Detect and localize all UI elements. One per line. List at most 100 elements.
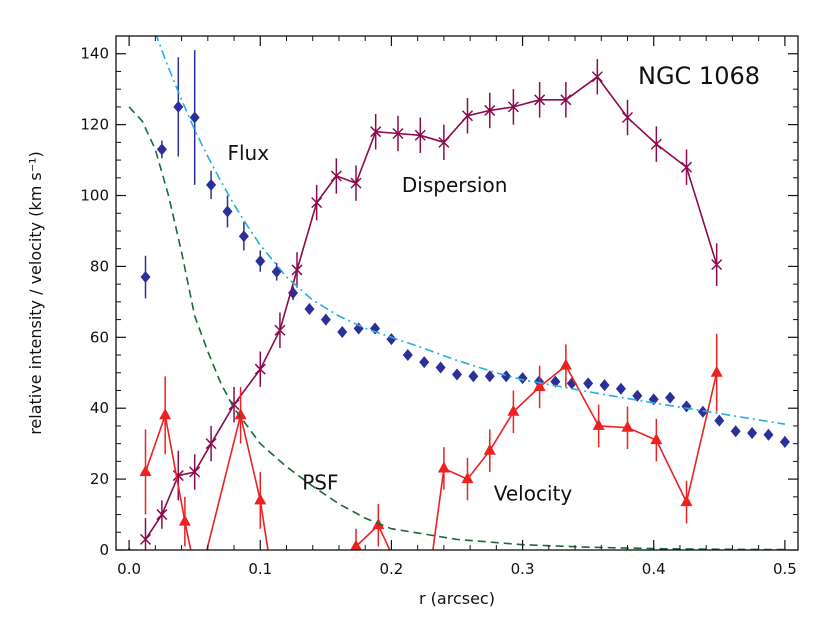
data-point	[238, 230, 249, 243]
series-line	[144, 364, 718, 550]
data-point	[730, 425, 741, 438]
data-point	[320, 313, 331, 326]
data-point	[419, 356, 430, 369]
series-line	[144, 75, 718, 540]
data-point	[271, 265, 282, 278]
data-point	[615, 382, 626, 395]
plot-series	[127, 36, 790, 589]
data-point	[140, 271, 151, 284]
data-point	[189, 466, 201, 478]
data-point	[234, 408, 247, 420]
annotation-psf: PSF	[302, 471, 338, 495]
data-point	[222, 205, 233, 218]
data-point	[437, 461, 450, 473]
data-point	[291, 264, 303, 276]
series-dispersion	[139, 59, 723, 550]
data-point	[559, 358, 572, 370]
data-point	[422, 578, 434, 589]
data-point	[650, 138, 662, 150]
y-tick-label: 80	[90, 257, 109, 275]
data-point	[681, 400, 692, 413]
data-point	[534, 94, 546, 106]
data-point	[435, 361, 446, 374]
y-tick-label: 0	[99, 541, 109, 559]
data-point	[583, 377, 594, 390]
data-point	[711, 259, 723, 271]
data-point	[313, 578, 325, 589]
data-point	[483, 443, 496, 455]
data-point	[205, 438, 217, 450]
data-point	[156, 509, 168, 521]
data-point	[337, 325, 348, 338]
y-axis-label: relative intensity / velocity (km s⁻¹)	[26, 151, 45, 435]
x-tick-label: 0.1	[248, 560, 272, 578]
data-point	[747, 427, 758, 440]
data-point	[507, 404, 520, 416]
data-point	[710, 365, 723, 377]
data-point	[599, 379, 610, 392]
series-psf	[128, 106, 785, 550]
data-point	[680, 161, 693, 173]
data-point	[714, 414, 725, 427]
data-point	[254, 363, 266, 375]
data-point	[438, 136, 450, 148]
annotation-dispersion: Dispersion	[402, 173, 508, 197]
data-point	[665, 391, 676, 404]
data-point	[650, 433, 663, 445]
series-flux	[127, 50, 790, 550]
data-point	[461, 110, 474, 122]
data-point	[402, 349, 413, 362]
annotation-velocity: Velocity	[494, 481, 573, 505]
data-point	[139, 533, 152, 545]
data-point	[255, 255, 266, 268]
data-point	[484, 104, 496, 116]
data-point	[139, 465, 152, 477]
data-point	[254, 493, 267, 505]
data-point	[386, 333, 397, 346]
x-tick-label: 0.5	[773, 560, 797, 578]
data-point	[178, 514, 191, 526]
series-flux-model	[155, 36, 786, 425]
data-point	[468, 370, 479, 383]
data-point	[507, 101, 519, 113]
data-point	[159, 408, 172, 420]
y-tick-label: 20	[90, 470, 109, 488]
data-point	[370, 126, 382, 138]
axis-ticks: 0.0 0.1 0.2 0.3 0.4 0.5 0 20 40 60 80 100 120 140	[80, 36, 798, 578]
data-point	[304, 302, 315, 315]
data-point	[501, 370, 512, 383]
y-tick-label: 120	[80, 116, 109, 134]
data-point	[330, 170, 342, 182]
data-point	[697, 405, 708, 418]
data-point	[680, 495, 693, 507]
annotations: Flux Dispersion PSF Velocity	[227, 141, 572, 505]
x-tick-label: 0.3	[511, 560, 535, 578]
y-tick-label: 60	[90, 328, 109, 346]
data-point	[591, 71, 603, 83]
data-point	[311, 197, 323, 209]
y-tick-label: 140	[80, 45, 109, 63]
data-point	[267, 578, 279, 589]
data-point	[392, 127, 404, 140]
data-point	[274, 324, 286, 336]
series-line	[128, 106, 785, 550]
data-point	[353, 322, 364, 335]
data-point	[484, 370, 495, 383]
annotation-flux: Flux	[227, 141, 269, 165]
data-point	[461, 472, 474, 484]
data-point	[452, 368, 462, 381]
data-point	[763, 428, 774, 441]
y-tick-label: 100	[80, 187, 109, 205]
y-tick-label: 40	[90, 399, 109, 417]
data-point	[533, 379, 546, 391]
data-point	[560, 94, 572, 106]
data-point	[621, 112, 634, 124]
data-point	[350, 177, 362, 189]
data-point	[517, 372, 528, 385]
data-point	[173, 100, 184, 113]
axis-labels: r (arcsec) relative intensity / velocity…	[26, 62, 760, 608]
data-point	[156, 143, 167, 156]
data-point	[206, 178, 217, 191]
data-point	[632, 389, 643, 402]
